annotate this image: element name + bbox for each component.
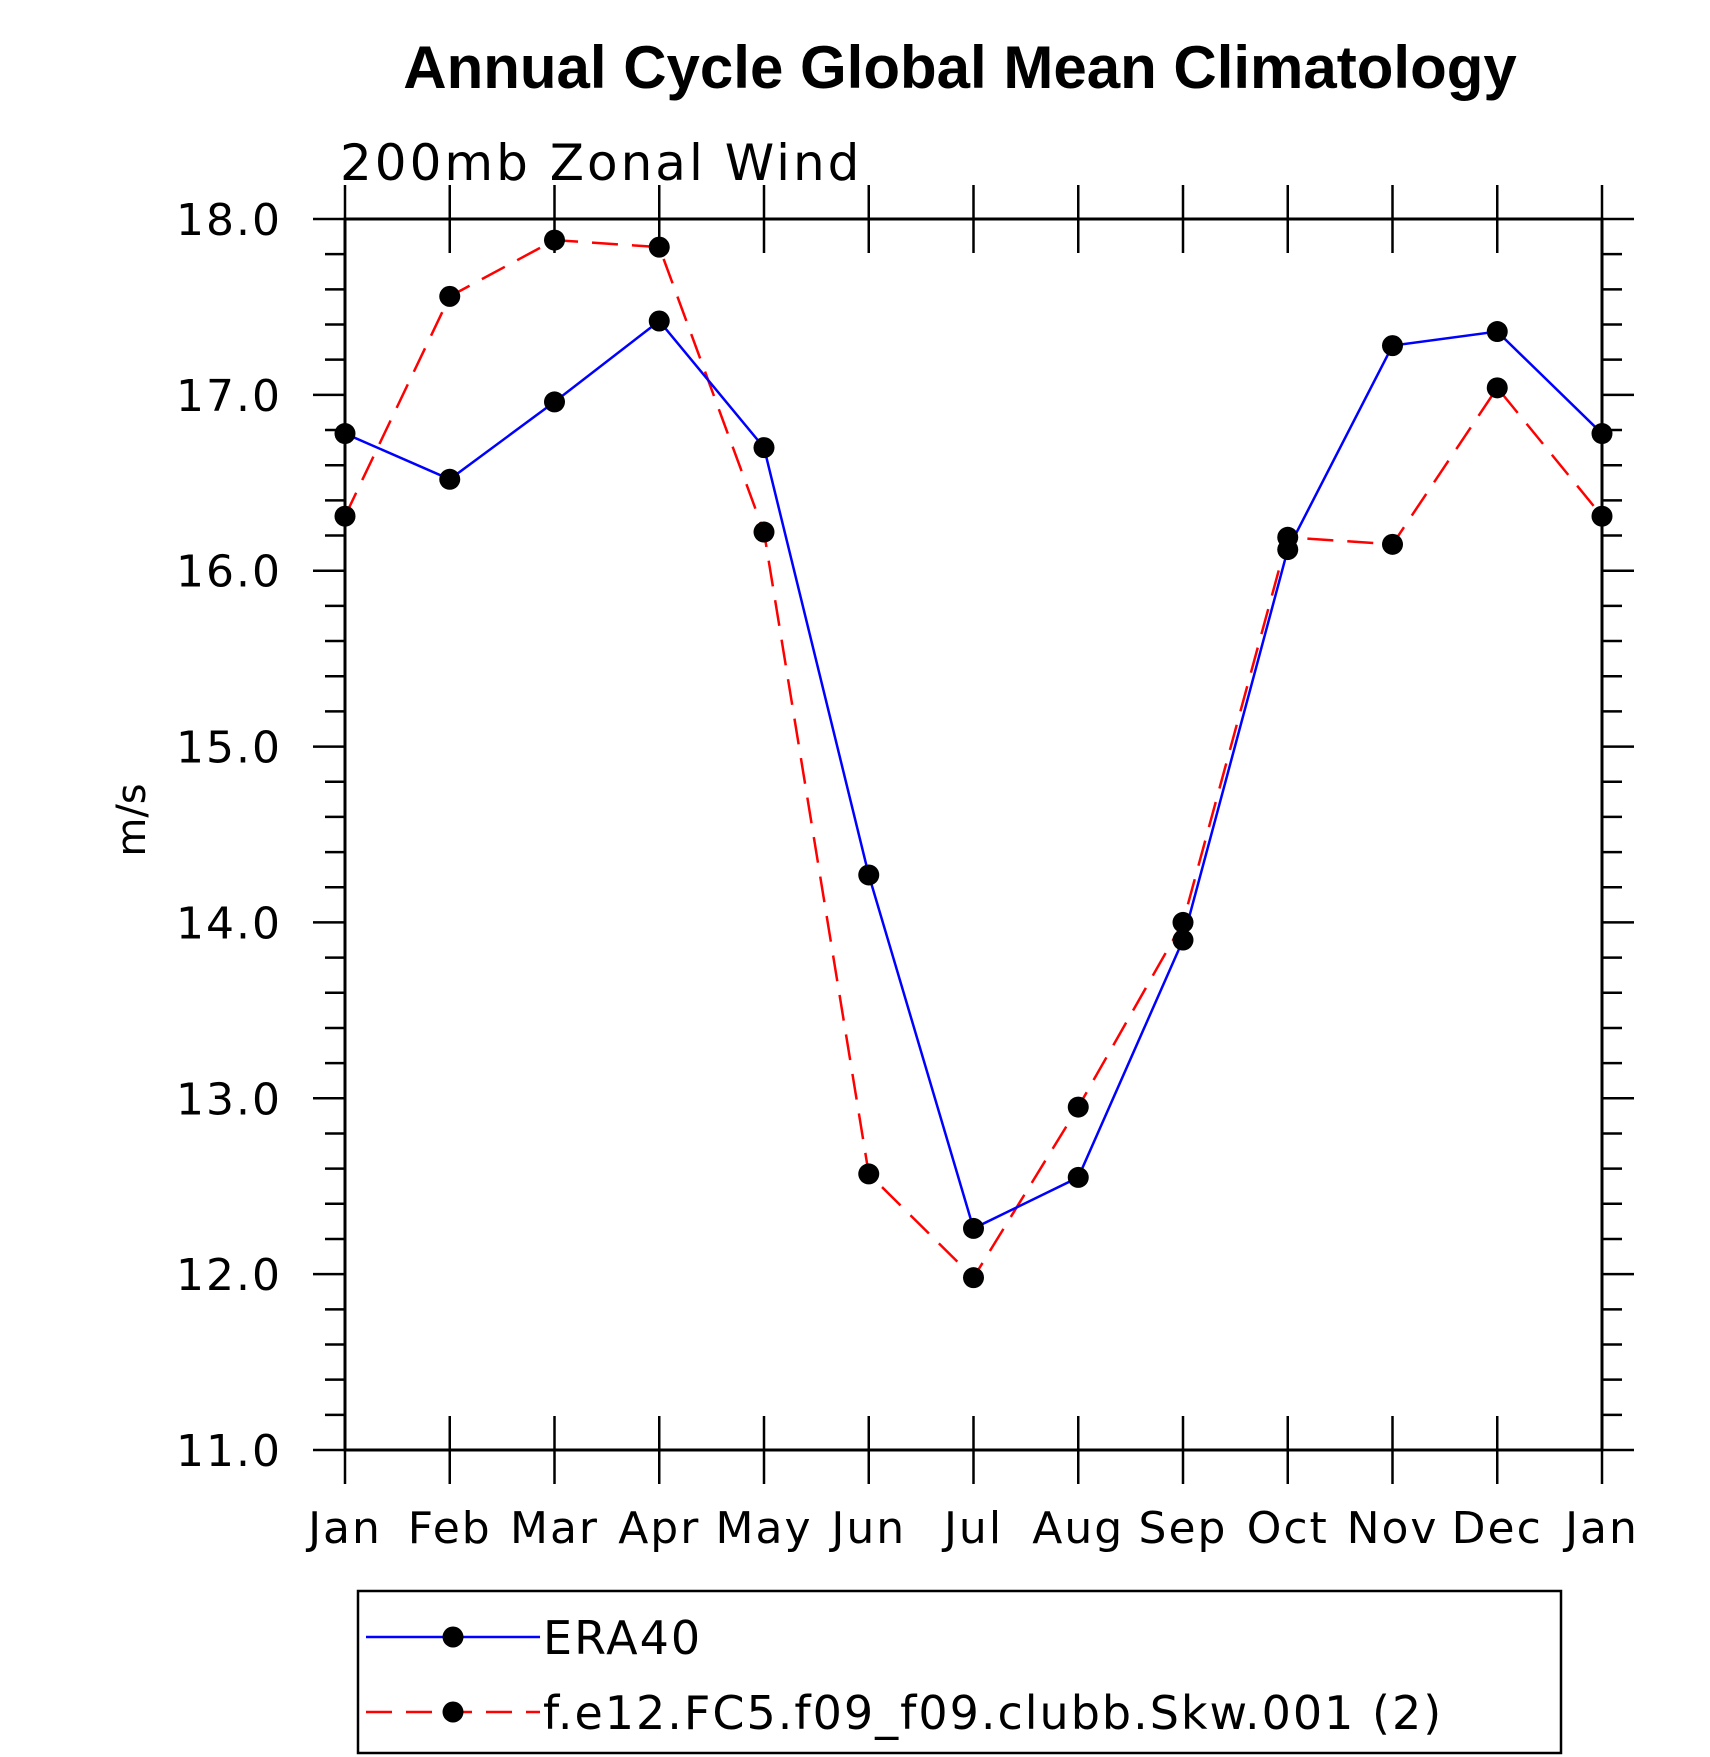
x-tick-label: May [716, 1503, 813, 1554]
data-point-series-0 [439, 468, 461, 490]
chart-title: Annual Cycle Global Mean Climatology [403, 34, 1517, 101]
legend-box [356, 1589, 1563, 1755]
data-point-series-1 [858, 1163, 880, 1185]
data-point-series-1 [648, 236, 670, 258]
data-point-series-0 [648, 310, 670, 332]
series-layer [334, 229, 1613, 1289]
y-tick-label: 15.0 [176, 723, 282, 774]
data-point-series-0 [1591, 423, 1613, 445]
legend: ERA40 f.e12.FC5.f09_f09.clubb.Skw.001 (2) [356, 1589, 1563, 1755]
data-point-series-1 [439, 285, 461, 307]
x-tick-label: Aug [1032, 1503, 1124, 1554]
plot-border [343, 217, 1604, 1452]
axis-ticks [313, 185, 1634, 1484]
x-tick-label: Jan [305, 1503, 382, 1554]
data-point-series-1 [1067, 1096, 1089, 1118]
x-tick-label: Mar [510, 1503, 599, 1554]
y-tick-label: 18.0 [176, 195, 282, 246]
chart-subtitle: 200mb Zonal Wind [340, 134, 862, 192]
data-point-series-0 [544, 391, 565, 413]
x-tick-labels: Jan Feb Mar Apr May Jun Jul Aug Sep Oct Nov Dec Jan [305, 1503, 1639, 1554]
data-point-series-1 [963, 1267, 984, 1289]
series-line-0 [344, 319, 1603, 1231]
legend-label-1: f.e12.FC5.f09_f09.clubb.Skw.001 (2) [543, 1686, 1443, 1740]
data-point-series-1 [1172, 911, 1194, 933]
data-point-series-1 [334, 505, 356, 527]
y-tick-label: 16.0 [176, 547, 282, 598]
y-tick-label: 11.0 [176, 1426, 282, 1477]
data-point-series-0 [963, 1217, 984, 1239]
data-point-series-0 [1172, 929, 1194, 951]
y-tick-label: 13.0 [176, 1074, 282, 1125]
data-point-series-0 [753, 437, 775, 459]
data-point-series-0 [1067, 1166, 1089, 1188]
x-tick-label: Sep [1139, 1503, 1228, 1554]
data-point-series-1 [1591, 505, 1613, 527]
data-point-series-0 [1382, 335, 1403, 357]
x-tick-label: Nov [1347, 1503, 1439, 1554]
data-point-series-1 [753, 521, 775, 543]
data-point-series-1 [1486, 377, 1508, 399]
legend-label-0: ERA40 [543, 1611, 702, 1665]
x-tick-label: Jul [941, 1503, 1003, 1554]
x-tick-label: Feb [408, 1503, 492, 1554]
x-tick-label: Jun [828, 1503, 906, 1554]
data-point-series-1 [1382, 533, 1403, 555]
data-point-series-1 [1277, 526, 1299, 548]
plot-frame [343, 217, 1604, 1452]
data-point-series-0 [858, 864, 880, 886]
data-point-series-1 [544, 229, 565, 251]
x-tick-label: Apr [618, 1503, 700, 1554]
legend-marker-1 [442, 1701, 464, 1723]
data-point-series-0 [334, 423, 356, 445]
y-tick-label: 17.0 [176, 371, 282, 422]
y-tick-label: 14.0 [176, 898, 282, 949]
y-axis-label: m/s [109, 783, 155, 856]
y-tick-label: 12.0 [176, 1250, 282, 1301]
data-point-series-0 [1486, 321, 1508, 343]
x-tick-label: Jan [1562, 1503, 1639, 1554]
y-tick-labels: 11.0 12.0 13.0 14.0 15.0 16.0 17.0 18.0 [176, 195, 282, 1477]
legend-marker-0 [442, 1626, 464, 1648]
x-tick-label: Dec [1452, 1503, 1543, 1554]
x-tick-label: Oct [1247, 1503, 1329, 1554]
series-line-1 [343, 238, 1603, 1280]
